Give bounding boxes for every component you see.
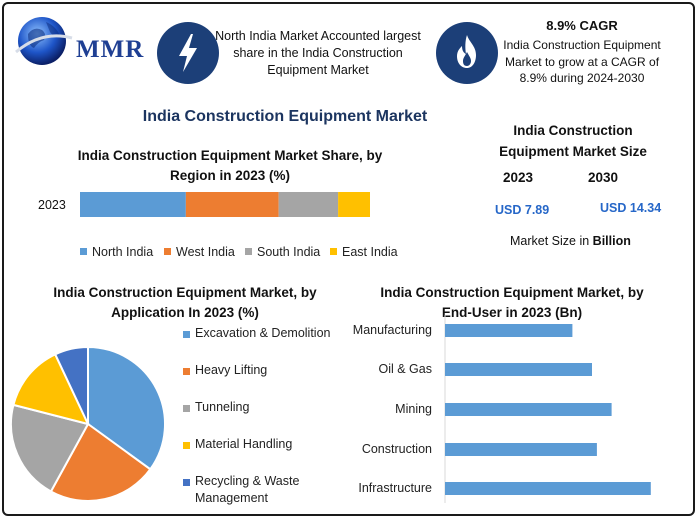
enduser-bar-oil-gas [445,363,592,376]
legend-label: Recycling & Waste Management [195,474,300,505]
region-legend-south-india: South India [245,245,320,259]
unit-note-unit: Billion [592,234,631,248]
application-legend-heavy-lifting: Heavy Lifting [183,362,345,379]
enduser-label-manufacturing: Manufacturing [353,323,432,337]
application-chart-title: India Construction Equipment Market, by … [53,285,317,320]
legend-label: West India [176,245,235,259]
region-bar-east-india [338,192,370,217]
enduser-bar-chart: Manufacturing Oil & Gas Mining Construction… [353,315,651,503]
legend-label: North India [92,245,154,259]
pie-slice-material-handling [12,352,90,426]
legend-swatch [80,248,87,256]
legend-label: South India [257,245,321,259]
legend-label: Material Handling [195,437,293,451]
application-pie-chart [10,346,166,502]
region-bar-north-india [80,192,186,217]
region-stacked-bar-chart: 2023 [38,192,370,217]
enduser-label-infrastructure: Infrastructure [358,481,432,495]
highlight-north-india: North India Market Accounted largest sha… [215,29,421,77]
legend-swatch [183,442,190,449]
enduser-bar-construction [445,443,597,456]
enduser-chart-title: India Construction Equipment Market, by … [380,285,644,320]
main-title: India Construction Equipment Market [142,108,428,125]
application-legend-material-handling: Material Handling [183,436,345,453]
pie-slice-tunneling [10,403,90,493]
region-bar-south-india [278,192,339,217]
pie-slice-heavy-lifting [49,422,152,502]
region-legend-west-india: West India [164,245,235,259]
pie-slice-recycling-waste-management [53,346,89,425]
enduser-bar-manufacturing [445,324,573,337]
pie-slice-excavation-demolition [87,346,166,471]
globe-icon [15,17,73,65]
unit-note-prefix: Market Size in [510,234,593,248]
region-legend-east-india: East India [330,245,398,259]
flame-icon [457,35,476,68]
mmr-logo: MMR [14,12,144,74]
enduser-bar-infrastructure [445,482,651,495]
legend-swatch [183,405,190,412]
value-2023: USD 7.89 [495,203,550,217]
application-legend-excavation-demolition: Excavation & Demolition [183,325,345,342]
application-legend-tunneling: Tunneling [183,399,345,416]
year-2030: 2030 [588,170,619,185]
legend-swatch [183,479,190,486]
flame-badge [436,22,498,84]
cagr-title: 8.9% CAGR [546,18,618,33]
legend-swatch [183,368,190,375]
legend-label: East India [342,245,398,259]
enduser-label-mining: Mining [395,402,432,416]
logo-text: MMR [76,36,145,63]
region-bar-west-india [185,192,279,217]
highlight-cagr: India Construction Equipment Market to g… [503,38,661,85]
application-legend-recycling-waste-management: Recycling & Waste Management [183,473,345,507]
enduser-label-construction: Construction [362,442,432,456]
legend-swatch [245,248,252,256]
legend-swatch [330,248,337,256]
lightning-icon [179,34,197,72]
value-2030: USD 14.34 [600,201,662,215]
legend-label: Heavy Lifting [195,363,268,377]
year-2023: 2023 [503,170,534,185]
enduser-label-oil-gas: Oil & Gas [379,362,433,376]
lightning-badge [157,22,219,84]
legend-swatch [164,248,171,256]
legend-label: Excavation & Demolition [195,326,331,340]
region-legend-north-india: North India [80,245,153,259]
legend-swatch [183,331,190,338]
legend-label: Tunneling [195,400,250,414]
region-category-label: 2023 [38,198,66,212]
market-size-title: India Construction Equipment Market Size [499,123,647,159]
enduser-bar-mining [445,403,612,416]
region-chart-title: India Construction Equipment Market Shar… [77,148,383,183]
market-size-unit-note: Market Size in Billion [510,234,631,248]
